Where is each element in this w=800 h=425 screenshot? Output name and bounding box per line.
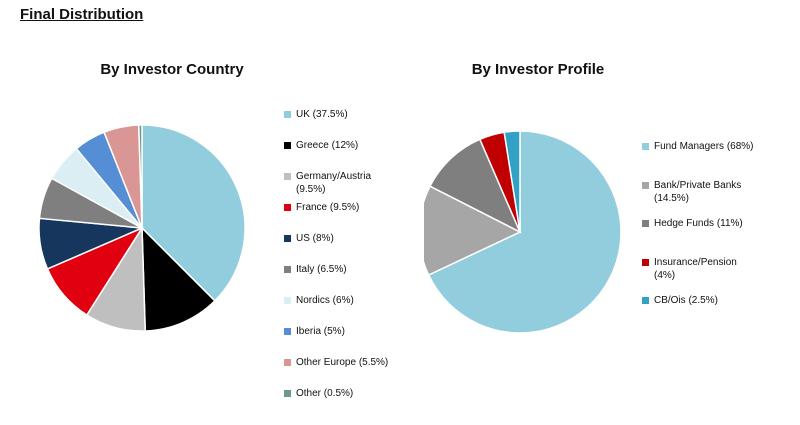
- legend-label: US (8%): [296, 233, 334, 244]
- legend-label: Germany/Austria (9.5%): [296, 171, 372, 195]
- investor-profile-slice-cb-ois: [503, 130, 521, 233]
- legend-label: Italy (6.5%): [296, 264, 347, 275]
- pie-chart-investor-profile: [424, 130, 622, 334]
- legend-swatch: [284, 297, 291, 304]
- page-title: Final Distribution: [20, 6, 144, 23]
- investor-country-slice-uk: [141, 124, 246, 302]
- legend-label: Other (0.5%): [296, 388, 354, 399]
- legend-swatch: [284, 142, 291, 149]
- investor-country-slice-greece: [141, 226, 216, 332]
- legend-swatch: [642, 297, 649, 304]
- legend-swatch: [284, 111, 291, 118]
- pie-chart-investor-country: [38, 124, 246, 332]
- legend-swatch: [284, 390, 291, 397]
- legend-label: CB/Ois (2.5%): [654, 295, 718, 306]
- legend-label: Other Europe (5.5%): [296, 357, 389, 368]
- investor-profile-slice-hedge-funds: [429, 138, 522, 234]
- legend-swatch: [284, 359, 291, 366]
- legend-label: UK (37.5%): [296, 109, 348, 120]
- legend-label: Greece (12%): [296, 140, 359, 151]
- legend-label: Bank/Private Banks (14.5%): [654, 180, 742, 204]
- legend-swatch: [284, 266, 291, 273]
- legend-swatch: [642, 143, 649, 150]
- chart-title-investor-country: By Investor Country: [100, 61, 244, 78]
- legend-swatch: [284, 328, 291, 335]
- legend-label: Nordics (6%): [296, 295, 354, 306]
- legend-investor-profile: Fund Managers (68%) Bank/Private Banks (1…: [642, 0, 797, 425]
- legend-label: Fund Managers (68%): [654, 141, 754, 152]
- legend-investor-country: UK (37.5%) Greece (12%) Germany/Austria (9…: [284, 0, 454, 425]
- investor-profile-slice-fund-managers: [427, 130, 622, 334]
- legend-swatch: [642, 259, 649, 266]
- legend-label: Iberia (5%): [296, 326, 345, 337]
- legend-swatch: [284, 173, 291, 180]
- investor-profile-slice-bank-private-banks: [424, 185, 522, 276]
- legend-label: France (9.5%): [296, 202, 360, 213]
- legend-swatch: [642, 220, 649, 227]
- investor-country-slice-other: [137, 124, 143, 229]
- chart-title-investor-profile: By Investor Profile: [471, 61, 605, 78]
- legend-swatch: [284, 235, 291, 242]
- legend-swatch: [284, 204, 291, 211]
- legend-label: Hedge Funds (11%): [654, 218, 743, 229]
- legend-label: Insurance/Pension (4%): [654, 257, 737, 281]
- legend-swatch: [642, 182, 649, 189]
